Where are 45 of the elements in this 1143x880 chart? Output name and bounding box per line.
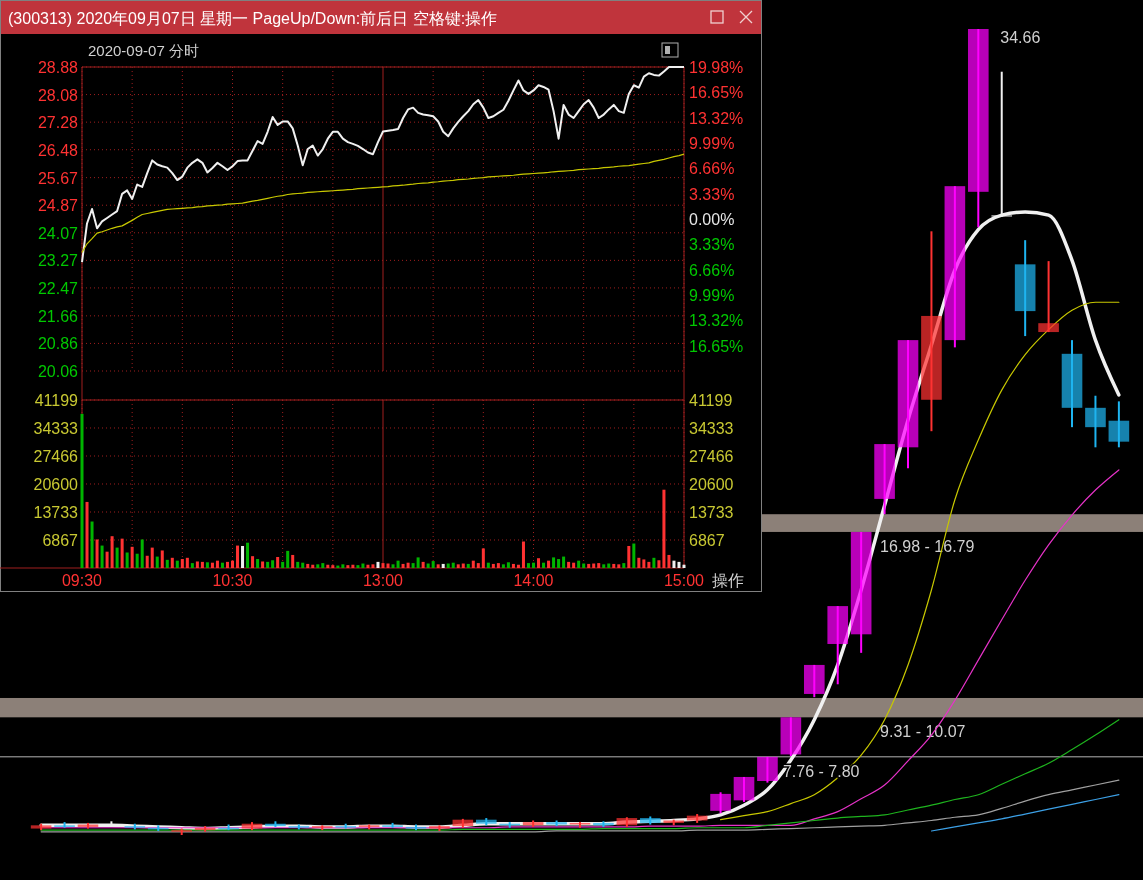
y2-tick-label: 3.33% — [689, 185, 735, 203]
y2-tick-label: 9.99% — [689, 135, 735, 152]
annotation: 34.66 — [1000, 29, 1041, 46]
y-tick-label: 26.48 — [37, 141, 79, 159]
y-tick-label: 34333 — [33, 420, 79, 437]
y2-tick-label: 6.66% — [689, 160, 735, 178]
y2-tick-label: 13.32% — [689, 109, 744, 127]
y-tick-label: 27.28 — [37, 114, 79, 132]
y-tick-label: 41199 — [34, 392, 79, 409]
y2-tick-label: 16.65% — [689, 84, 744, 102]
y-tick-label: 28.88 — [37, 59, 79, 76]
y-tick-label: 22.47 — [37, 279, 79, 297]
x-tick-label: 10:30 — [212, 572, 253, 589]
x-tick-label: 13:00 — [362, 572, 404, 589]
y2-tick-label: 13733 — [689, 504, 734, 521]
y-tick-label: 24.07 — [37, 224, 79, 242]
y2-tick-label: 20600 — [689, 476, 734, 493]
chart-subtitle: 2020-09-07 分时 — [88, 42, 199, 59]
annotation: 操作 — [712, 572, 744, 589]
y-tick-label: 21.66 — [37, 307, 79, 325]
y-tick-label: 20.06 — [37, 363, 79, 380]
chart-title: (300313) 2020年09月07日 星期一 PageUp/Down:前后日 空格键:操作 — [8, 10, 498, 27]
y2-tick-label: 0.00% — [689, 211, 735, 228]
x-tick-label: 15:00 — [663, 572, 705, 589]
y2-tick-label: 16.65% — [689, 337, 744, 355]
y-tick-label: 6867 — [42, 532, 79, 549]
x-tick-label: 14:00 — [513, 572, 554, 589]
y2-tick-label: 6867 — [689, 532, 725, 549]
y2-tick-label: 3.33% — [689, 236, 735, 254]
y-tick-label: 20.86 — [37, 335, 79, 353]
y2-tick-label: 27466 — [689, 448, 734, 465]
y-tick-label: 24.87 — [37, 197, 79, 215]
y-tick-label: 13733 — [33, 504, 79, 521]
x-tick-label: 09:30 — [61, 572, 103, 589]
y2-tick-label: 13.32% — [689, 312, 744, 330]
y2-tick-label: 6.66% — [689, 261, 735, 279]
y-tick-label: 23.27 — [37, 252, 79, 270]
y2-tick-label: 41199 — [689, 392, 733, 409]
y2-tick-label: 19.98% — [689, 59, 744, 76]
y-tick-label: 27466 — [33, 448, 79, 465]
y-tick-label: 28.08 — [37, 86, 79, 104]
y-tick-label: 25.67 — [37, 169, 79, 187]
y2-tick-label: 9.99% — [689, 287, 735, 304]
y-tick-label: 20600 — [33, 476, 79, 493]
y2-tick-label: 34333 — [689, 420, 734, 437]
